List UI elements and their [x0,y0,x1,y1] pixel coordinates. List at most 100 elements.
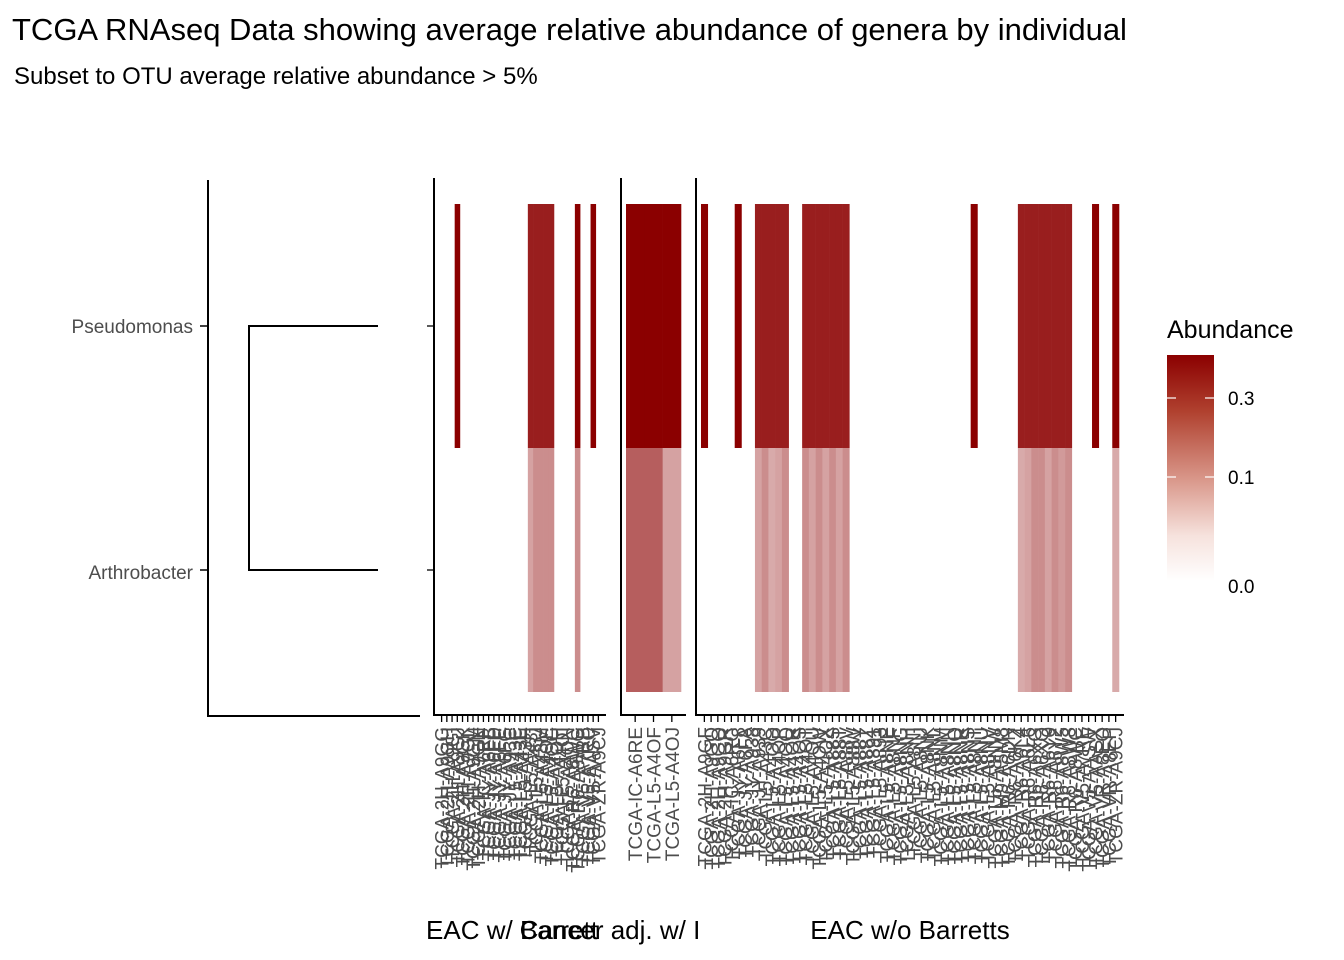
cell-arthrobacter [835,448,843,692]
x-tick-label: TCGA-L5-A893 [871,727,892,858]
cell-pseudomonas [662,204,682,448]
cell-arthrobacter [761,448,769,692]
x-tick-label: TCGA-V5-AASV [584,727,605,867]
cell-pseudomonas [1092,204,1100,448]
cell-arthrobacter [574,448,581,692]
cell-pseudomonas [1038,204,1046,448]
x-tick-label: TCGA-VR-A8EO [1093,727,1114,870]
x-tick-label: TCGA-IC-A6RF [474,727,495,860]
cell-pseudomonas [761,204,769,448]
x-tick-label: TCGA-L5-A8NE [877,727,898,863]
x-tick-label: TCGA-JY-A6FG [495,727,516,863]
cell-arthrobacter [1024,448,1032,692]
x-tick-label: TCGA-L5-A8NR [952,727,973,864]
cell-pseudomonas [835,204,843,448]
cell-pseudomonas [1024,204,1032,448]
y-label-arthrobacter: Arthrobacter [88,563,193,584]
heatmap-axes [427,178,1124,722]
cell-pseudomonas [802,204,810,448]
cell-arthrobacter [1058,448,1066,692]
x-tick-label: TCGA-2H-A9GF [695,727,716,866]
x-tick-label: TCGA-V5-A7RC [579,727,600,866]
cell-pseudomonas [1051,204,1059,448]
x-tick-label: TCGA-L5-A4OP [770,727,791,864]
chart-title: TCGA RNAseq Data showing average relativ… [12,12,1127,47]
cell-pseudomonas [548,204,555,448]
x-tick-label: TCGA-L5-A8NG [891,727,912,865]
x-tick-label: TCGA-V5-A7RB [574,727,595,865]
x-tick-label: TCGA-JY-A6FA [736,727,757,860]
x-tick-label: TCGA-2H-A9GH [438,727,459,868]
cell-pseudomonas [781,204,789,448]
legend-tick-label: 0.1 [1228,468,1254,489]
x-tick-label: TCGA-VR-A8EP [1100,727,1121,867]
cell-arthrobacter [768,448,776,692]
x-tick-label: TCGA-JY-A6FB [480,727,501,860]
x-tick-label: TCGA-JY-A939 [749,727,770,857]
cell-arthrobacter [1038,448,1046,692]
cell-arthrobacter [626,448,645,692]
cell-pseudomonas [829,204,837,448]
x-tick-label: TCGA-L5-A4OS [790,727,811,864]
facet-label: Cancer adj. w/ I [520,915,701,945]
cell-arthrobacter [815,448,823,692]
x-tick-label: TCGA-L5-A4OI [553,727,574,857]
x-tick-label: TCGA-L5-A8NI [904,727,925,856]
x-tick-label: TCGA-IC-A6RE [626,727,647,861]
x-tick-label: TCGA-L5-A8NM [931,727,952,866]
x-tick-label: TCGA-L5-A8NQ [945,727,966,865]
x-tick-label: TCGA-L5-A8NV [979,727,1000,864]
x-tick-label: TCGA-R6-A8WC [1066,727,1087,872]
x-tick-label: TCGA-L5-A88Y [850,727,871,860]
cell-pseudomonas [543,204,550,448]
cell-arthrobacter [1051,448,1059,692]
cell-arthrobacter [1017,448,1025,692]
cell-pseudomonas [734,204,742,448]
cell-arthrobacter [527,448,534,692]
x-tick-label: TCGA-2H-A9GO [702,727,723,870]
x-tick-label: TCGA-L5-A4OG [542,727,563,866]
x-tick-label: TCGA-L5-A4OJ [663,727,684,861]
cell-arthrobacter [538,448,544,692]
cell-arthrobacter [644,448,663,692]
cell-pseudomonas [626,204,645,448]
cell-arthrobacter [533,448,539,692]
cell-pseudomonas [808,204,816,448]
x-tick-label: TCGA-L5-A43I [521,727,542,853]
x-tick-label: TCGA-2H-A9GJ [448,727,469,864]
cell-pseudomonas [538,204,544,448]
cell-pseudomonas [574,204,581,448]
facet-label: EAC w/o Barretts [810,915,1009,945]
x-tick-label: TCGA-V5-AASW [1080,727,1101,872]
cell-pseudomonas [842,204,850,448]
x-tick-label: TCGA-R6-A8WG [568,727,589,873]
cell-pseudomonas [775,204,783,448]
x-tick-label: TCGA-L5-A4OR [783,727,804,865]
cell-pseudomonas [822,204,830,448]
x-tick-label: TCGA-L5-A8NJ [911,727,932,860]
cell-arthrobacter [829,448,837,692]
legend-title: Abundance [1167,316,1294,344]
x-tick-label: TCGA-R6-A6L4 [1012,727,1033,862]
cell-pseudomonas [1065,204,1073,448]
cell-pseudomonas [768,204,776,448]
x-tick-label: TCGA-L5-A8NU [972,727,993,864]
x-tick-label: TCGA-L5-A88W [844,727,865,865]
legend-tick-label: 0.3 [1228,389,1254,410]
x-tick-label: TCGA-L5-A8NK [918,727,939,864]
cell-pseudomonas [527,204,534,448]
x-tick-label: TCGA-JY-A6F8 [729,727,750,858]
x-tick-label: TCGA-L5-A8NF [884,727,905,862]
legend: Abundance 0.3 0.1 0.0 [1167,316,1294,598]
x-tick-label: TCGA-JY-A6FD [485,727,506,861]
cell-pseudomonas [1044,204,1052,448]
x-tick-label: TCGA-L5-A88S [823,727,844,860]
x-tick-label: TCGA-L5-A88T [830,727,851,859]
cell-arthrobacter [1044,448,1052,692]
x-tick-label: TCGA-ZR-A9CJ [589,727,610,864]
x-tick-label: TCGA-L5-A8NT [965,727,986,863]
cell-arthrobacter [802,448,810,692]
cell-pseudomonas [454,204,461,448]
x-tick-label: TCGA-R6-A8W8 [1059,727,1080,868]
